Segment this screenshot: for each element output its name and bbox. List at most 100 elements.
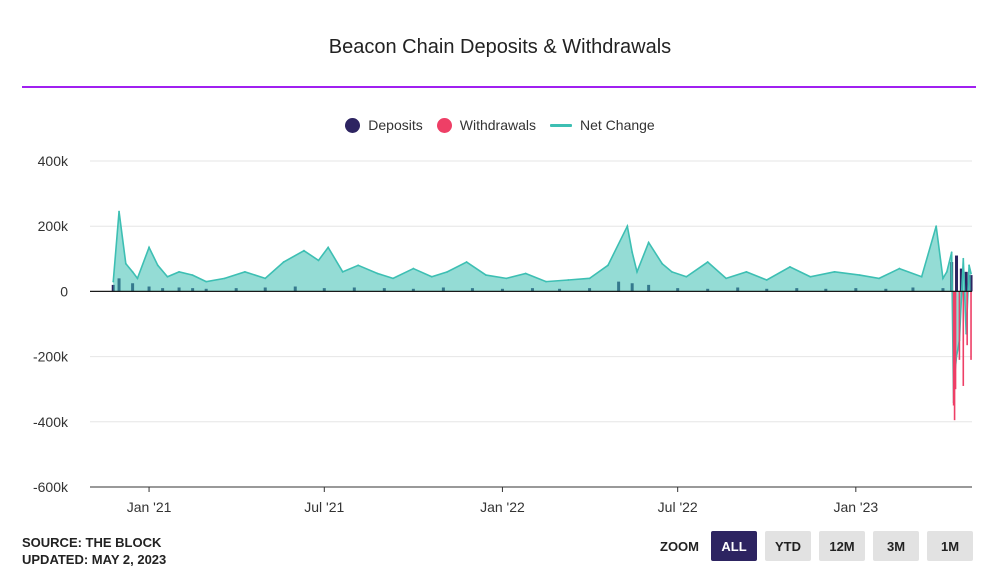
net-change-point xyxy=(945,270,948,273)
deposit-bar xyxy=(955,255,959,292)
y-tick-label: -200k xyxy=(33,349,69,365)
x-tick-label: Jan '23 xyxy=(833,499,878,515)
net-change-point xyxy=(898,267,901,270)
net-change-point xyxy=(706,261,709,263)
net-change-point xyxy=(789,266,791,268)
net-change-point xyxy=(191,274,194,276)
net-change-point xyxy=(303,249,305,252)
net-change-point xyxy=(327,246,330,249)
zoom-ytd-button[interactable]: YTD xyxy=(765,531,811,561)
net-change-point xyxy=(166,275,169,278)
net-change-point xyxy=(878,277,880,280)
legend-label-withdrawals: Withdrawals xyxy=(459,117,536,133)
legend-item-net-change[interactable]: Net Change xyxy=(550,117,655,133)
zoom-1m-button[interactable]: 1M xyxy=(927,531,973,561)
source-text: SOURCE: THE BLOCK xyxy=(22,535,162,550)
net-change-point xyxy=(376,272,379,275)
net-change-area xyxy=(113,211,972,403)
withdrawal-bar xyxy=(954,291,957,390)
net-change-point xyxy=(264,277,267,280)
zoom-3m-button[interactable]: 3M xyxy=(873,531,919,561)
withdrawal-bar xyxy=(958,291,961,360)
net-change-point xyxy=(136,277,139,280)
x-axis-ticks: Jan '21 Jul '21 Jan '22 Jul '22 Jan '23 xyxy=(127,487,878,515)
net-change-point xyxy=(631,251,634,254)
net-change-point xyxy=(950,251,953,254)
source-footer: SOURCE: THE BLOCK UPDATED: MAY 2, 2023 xyxy=(22,534,166,568)
net-change-point xyxy=(282,261,285,263)
net-change-point xyxy=(607,264,609,267)
withdrawal-bar xyxy=(953,291,956,421)
title-divider xyxy=(22,86,976,88)
zoom-all-button[interactable]: ALL xyxy=(711,531,757,561)
deposits-dot-icon xyxy=(345,117,361,133)
net-change-point xyxy=(205,280,208,283)
net-change-point xyxy=(156,264,159,267)
withdrawal-bar xyxy=(952,291,955,406)
net-change-point xyxy=(942,277,944,280)
y-tick-label: -600k xyxy=(33,479,69,495)
net-change-point xyxy=(317,259,320,262)
net-change-point xyxy=(131,270,134,273)
net-change-point xyxy=(341,270,344,273)
x-tick-label: Jan '21 xyxy=(127,499,172,515)
net-change-point xyxy=(970,272,972,275)
net-change-point xyxy=(178,270,180,273)
chart-legend: Deposits Withdrawals Net Change xyxy=(0,117,1000,133)
net-change-point xyxy=(118,210,120,213)
legend-item-deposits[interactable]: Deposits xyxy=(345,117,423,133)
net-change-point xyxy=(661,262,664,265)
net-change-line xyxy=(112,211,972,403)
x-tick-label: Jul '21 xyxy=(304,499,344,515)
net-change-point xyxy=(809,275,812,278)
zoom-controls: ZOOM ALL YTD 12M 3M 1M xyxy=(660,531,973,561)
net-change-point xyxy=(392,277,394,280)
net-change-point xyxy=(920,275,923,278)
net-change-point xyxy=(223,277,226,280)
zoom-12m-button[interactable]: 12M xyxy=(819,531,865,561)
deposit-bar xyxy=(964,271,968,292)
withdrawal-bar xyxy=(966,291,968,346)
withdrawals-series xyxy=(952,291,972,421)
net-change-point xyxy=(545,280,547,283)
gridlines xyxy=(90,160,972,423)
updated-text: UPDATED: MAY 2, 2023 xyxy=(22,552,167,567)
net-change-point xyxy=(833,270,836,273)
net-change-point xyxy=(685,275,688,278)
x-tick-label: Jul '22 xyxy=(658,499,698,515)
net-change-point xyxy=(626,225,629,228)
chart-title: Beacon Chain Deposits & Withdrawals xyxy=(328,36,672,58)
net-change-point xyxy=(485,274,487,276)
net-change-point xyxy=(725,277,727,280)
deposit-bar xyxy=(959,268,963,292)
net-change-point xyxy=(647,241,650,244)
net-change-point xyxy=(465,261,468,263)
legend-item-withdrawals[interactable]: Withdrawals xyxy=(436,117,536,133)
net-change-point xyxy=(765,279,768,281)
net-change-point xyxy=(858,274,861,276)
withdrawals-dot-icon xyxy=(436,117,452,133)
net-change-point xyxy=(244,270,246,273)
y-tick-label: 0 xyxy=(60,283,68,299)
net-change-point xyxy=(446,270,449,273)
net-change-point xyxy=(357,264,360,267)
net-change-point xyxy=(112,280,115,283)
legend-label-deposits: Deposits xyxy=(368,117,423,133)
y-tick-label: -400k xyxy=(33,414,69,430)
net-change-point xyxy=(935,225,938,228)
net-change-point xyxy=(148,246,150,249)
withdrawal-bar xyxy=(962,291,965,386)
net-change-series xyxy=(112,210,972,404)
net-change-point xyxy=(567,279,570,281)
zoom-label: ZOOM xyxy=(660,538,699,554)
y-tick-label: 200k xyxy=(38,218,69,234)
withdrawal-bar xyxy=(970,291,972,360)
y-tick-label: 400k xyxy=(38,153,69,169)
net-change-point xyxy=(505,277,508,280)
net-change-point xyxy=(412,267,415,270)
net-change-point xyxy=(968,264,970,267)
net-change-point xyxy=(524,272,527,275)
legend-label-net-change: Net Change xyxy=(580,117,655,133)
net-change-point xyxy=(124,262,127,265)
